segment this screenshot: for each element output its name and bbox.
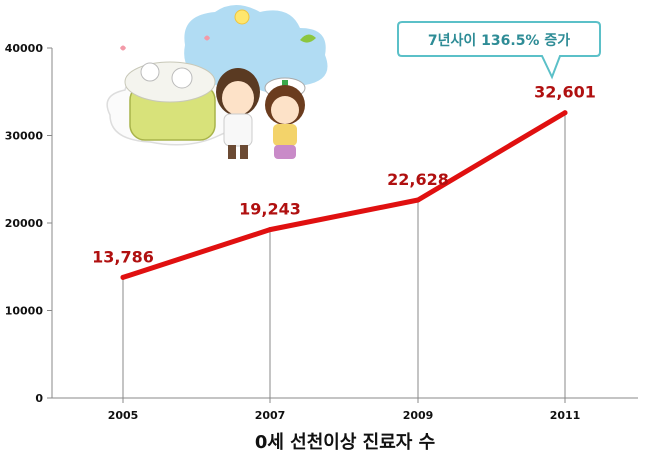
y-tick-label: 30000	[5, 130, 44, 143]
x-tick-label: 2009	[403, 409, 434, 422]
annotation-callout: 7년사이 136.5% 증가	[397, 21, 601, 80]
y-tick-label: 40000	[5, 42, 44, 55]
data-label: 22,628	[387, 170, 449, 189]
x-tick-label: 2011	[550, 409, 581, 422]
x-tick-label: 2005	[108, 409, 139, 422]
series-line	[120, 110, 568, 280]
y-tick-label: 0	[35, 392, 43, 405]
annotation-text: 7년사이 136.5% 증가	[428, 32, 570, 49]
x-axis-title: 0세 선천이상 진료자 수	[255, 432, 435, 453]
data-label: 32,601	[534, 83, 596, 102]
data-label: 13,786	[92, 247, 154, 266]
drop-lines	[122, 112, 566, 398]
series-point	[120, 274, 126, 280]
data-label: 19,243	[239, 200, 301, 219]
x-tick-label: 2007	[255, 409, 286, 422]
series-point	[562, 110, 568, 116]
y-tick-label: 20000	[5, 217, 44, 230]
cartoon-doctor-nurse-baby-illustration-icon	[106, 5, 328, 159]
series-line-group	[120, 110, 568, 280]
y-tick-label: 10000	[5, 305, 44, 318]
data-labels: 13,786 19,243 22,628 32,601	[92, 83, 596, 267]
y-axis-ticks: 0 10000 20000 30000 40000	[5, 42, 52, 405]
series-point	[415, 197, 421, 203]
x-axis-ticks: 2005 2007 2009 2011	[108, 398, 581, 422]
series-point	[267, 227, 273, 233]
callout-bubble	[397, 21, 601, 80]
